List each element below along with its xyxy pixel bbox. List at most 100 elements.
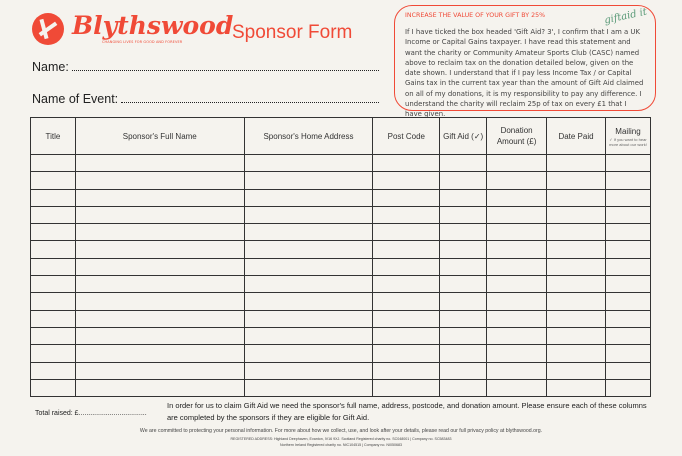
table-cell[interactable] — [243, 378, 374, 398]
table-cell[interactable] — [372, 223, 441, 242]
table-cell[interactable] — [486, 257, 548, 277]
table-cell[interactable] — [439, 344, 488, 363]
table-cell[interactable] — [486, 223, 548, 242]
table-cell[interactable] — [604, 309, 652, 328]
table-cell[interactable] — [546, 275, 606, 294]
table-cell[interactable] — [546, 361, 606, 380]
table-cell[interactable] — [604, 344, 652, 363]
table-cell[interactable] — [30, 223, 76, 242]
table-cell[interactable] — [372, 326, 441, 346]
table-cell[interactable] — [604, 188, 652, 207]
table-cell[interactable] — [486, 188, 548, 207]
table-cell[interactable] — [30, 205, 76, 225]
table-cell[interactable] — [74, 257, 245, 277]
table-cell[interactable] — [243, 326, 374, 346]
table-cell[interactable] — [486, 361, 548, 380]
table-cell[interactable] — [372, 153, 441, 173]
table-cell[interactable] — [604, 257, 652, 277]
table-cell[interactable] — [74, 344, 245, 363]
table-cell[interactable] — [30, 292, 76, 311]
table-cell[interactable] — [486, 205, 548, 225]
table-cell[interactable] — [439, 275, 488, 294]
table-cell[interactable] — [439, 223, 488, 242]
table-cell[interactable] — [372, 292, 441, 311]
table-cell[interactable] — [30, 309, 76, 328]
name-field[interactable]: Name: — [32, 60, 379, 74]
table-cell[interactable] — [439, 292, 488, 311]
table-cell[interactable] — [486, 378, 548, 398]
table-cell[interactable] — [372, 171, 441, 190]
table-cell[interactable] — [372, 275, 441, 294]
table-cell[interactable] — [74, 292, 245, 311]
table-cell[interactable] — [604, 240, 652, 259]
table-cell[interactable] — [74, 153, 245, 173]
table-cell[interactable] — [439, 378, 488, 398]
table-cell[interactable] — [30, 240, 76, 259]
table-cell[interactable] — [243, 223, 374, 242]
table-cell[interactable] — [546, 223, 606, 242]
table-cell[interactable] — [439, 361, 488, 380]
table-cell[interactable] — [439, 326, 488, 346]
table-cell[interactable] — [486, 171, 548, 190]
table-cell[interactable] — [546, 309, 606, 328]
table-cell[interactable] — [372, 257, 441, 277]
table-cell[interactable] — [546, 153, 606, 173]
table-cell[interactable] — [243, 205, 374, 225]
table-cell[interactable] — [74, 275, 245, 294]
table-cell[interactable] — [243, 275, 374, 294]
event-field[interactable]: Name of Event: — [32, 92, 379, 106]
table-cell[interactable] — [74, 326, 245, 346]
table-cell[interactable] — [604, 292, 652, 311]
table-cell[interactable] — [30, 344, 76, 363]
table-cell[interactable] — [486, 240, 548, 259]
table-cell[interactable] — [372, 309, 441, 328]
table-cell[interactable] — [30, 378, 76, 398]
table-cell[interactable] — [74, 361, 245, 380]
table-cell[interactable] — [604, 223, 652, 242]
table-cell[interactable] — [439, 240, 488, 259]
table-cell[interactable] — [604, 378, 652, 398]
table-cell[interactable] — [604, 326, 652, 346]
table-cell[interactable] — [243, 292, 374, 311]
table-cell[interactable] — [30, 188, 76, 207]
table-cell[interactable] — [439, 188, 488, 207]
table-cell[interactable] — [30, 171, 76, 190]
table-cell[interactable] — [546, 205, 606, 225]
table-cell[interactable] — [439, 171, 488, 190]
table-cell[interactable] — [243, 240, 374, 259]
table-cell[interactable] — [372, 205, 441, 225]
table-cell[interactable] — [243, 153, 374, 173]
table-cell[interactable] — [486, 309, 548, 328]
table-cell[interactable] — [243, 344, 374, 363]
table-cell[interactable] — [604, 361, 652, 380]
table-cell[interactable] — [30, 326, 76, 346]
table-cell[interactable] — [486, 326, 548, 346]
table-cell[interactable] — [243, 361, 374, 380]
table-cell[interactable] — [546, 257, 606, 277]
table-cell[interactable] — [439, 153, 488, 173]
table-cell[interactable] — [486, 344, 548, 363]
table-cell[interactable] — [439, 257, 488, 277]
table-cell[interactable] — [30, 275, 76, 294]
table-cell[interactable] — [74, 240, 245, 259]
table-cell[interactable] — [30, 361, 76, 380]
table-cell[interactable] — [546, 326, 606, 346]
table-cell[interactable] — [486, 292, 548, 311]
table-cell[interactable] — [546, 171, 606, 190]
table-cell[interactable] — [546, 344, 606, 363]
table-cell[interactable] — [74, 223, 245, 242]
table-cell[interactable] — [74, 188, 245, 207]
table-cell[interactable] — [243, 188, 374, 207]
table-cell[interactable] — [486, 275, 548, 294]
table-cell[interactable] — [30, 257, 76, 277]
table-cell[interactable] — [546, 378, 606, 398]
table-cell[interactable] — [74, 309, 245, 328]
table-cell[interactable] — [74, 378, 245, 398]
table-cell[interactable] — [372, 240, 441, 259]
table-cell[interactable] — [546, 188, 606, 207]
table-cell[interactable] — [372, 188, 441, 207]
table-cell[interactable] — [604, 171, 652, 190]
table-cell[interactable] — [243, 257, 374, 277]
table-cell[interactable] — [74, 171, 245, 190]
table-cell[interactable] — [372, 378, 441, 398]
